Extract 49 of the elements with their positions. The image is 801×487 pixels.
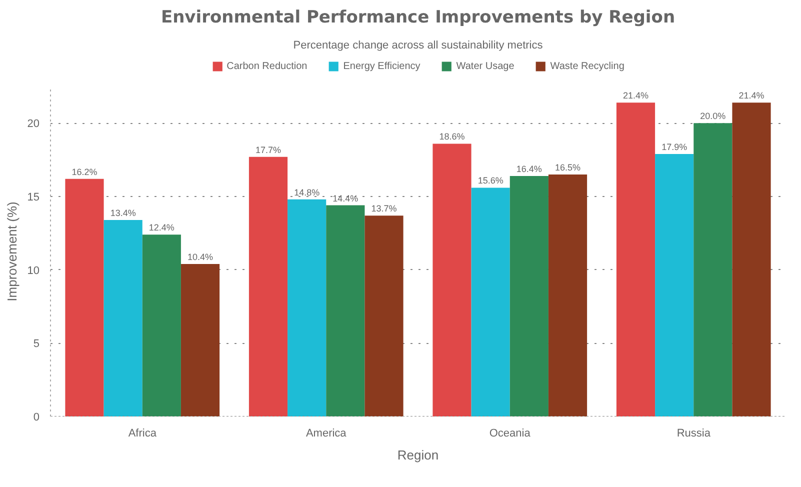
legend-label: Energy Efficiency xyxy=(343,60,420,72)
data-label: 21.4% xyxy=(738,90,764,101)
data-label: 18.6% xyxy=(439,132,465,142)
bar xyxy=(65,178,104,416)
y-tick-label: 0 xyxy=(33,412,40,424)
data-label: 13.4% xyxy=(110,208,136,218)
x-tick-label: Africa xyxy=(128,428,158,440)
x-tick-label: Oceania xyxy=(489,428,532,440)
data-label: 20.0% xyxy=(700,111,726,122)
data-label: 13.7% xyxy=(371,204,397,214)
legend-label: Water Usage xyxy=(456,60,514,72)
y-tick-label: 5 xyxy=(33,338,40,350)
bar xyxy=(510,176,548,416)
data-label: 17.7% xyxy=(255,144,282,155)
data-label: 15.6% xyxy=(478,176,504,186)
bar xyxy=(248,156,288,416)
x-tick-label: Russia xyxy=(676,428,712,440)
data-label: 10.4% xyxy=(187,252,214,262)
legend-label: Waste Recycling xyxy=(550,60,624,72)
bar xyxy=(288,199,326,416)
chart-subtitle: Percentage change across all sustainability metrics xyxy=(293,40,544,52)
y-tick-label: 20 xyxy=(27,118,40,130)
x-axis-title: Region xyxy=(397,448,439,462)
bar xyxy=(104,220,142,416)
y-axis-title: Improvement (%) xyxy=(4,202,20,302)
x-tick-label: America xyxy=(306,428,348,440)
data-label: 17.9% xyxy=(662,142,688,152)
bar xyxy=(142,234,181,416)
bar xyxy=(180,264,220,416)
bar xyxy=(432,144,472,416)
data-label: 14.8% xyxy=(294,187,320,198)
bar xyxy=(694,123,732,416)
bar xyxy=(326,205,365,416)
bar xyxy=(548,174,588,416)
bar xyxy=(616,102,656,416)
bar xyxy=(655,154,694,416)
bar xyxy=(364,216,404,416)
data-label: 12.4% xyxy=(148,222,174,233)
legend-label: Carbon Reduction xyxy=(226,60,308,72)
data-label: 21.4% xyxy=(622,90,649,101)
data-label: 16.2% xyxy=(72,166,98,177)
bar xyxy=(471,188,510,416)
y-tick-label: 10 xyxy=(27,264,40,277)
chart-title: Environmental Performance Improvements by Region xyxy=(160,8,676,28)
data-label: 16.5% xyxy=(554,162,581,172)
bar xyxy=(732,102,771,416)
data-label: 16.4% xyxy=(516,164,542,174)
data-label: 14.4% xyxy=(332,193,358,204)
y-tick-label: 15 xyxy=(27,192,40,204)
